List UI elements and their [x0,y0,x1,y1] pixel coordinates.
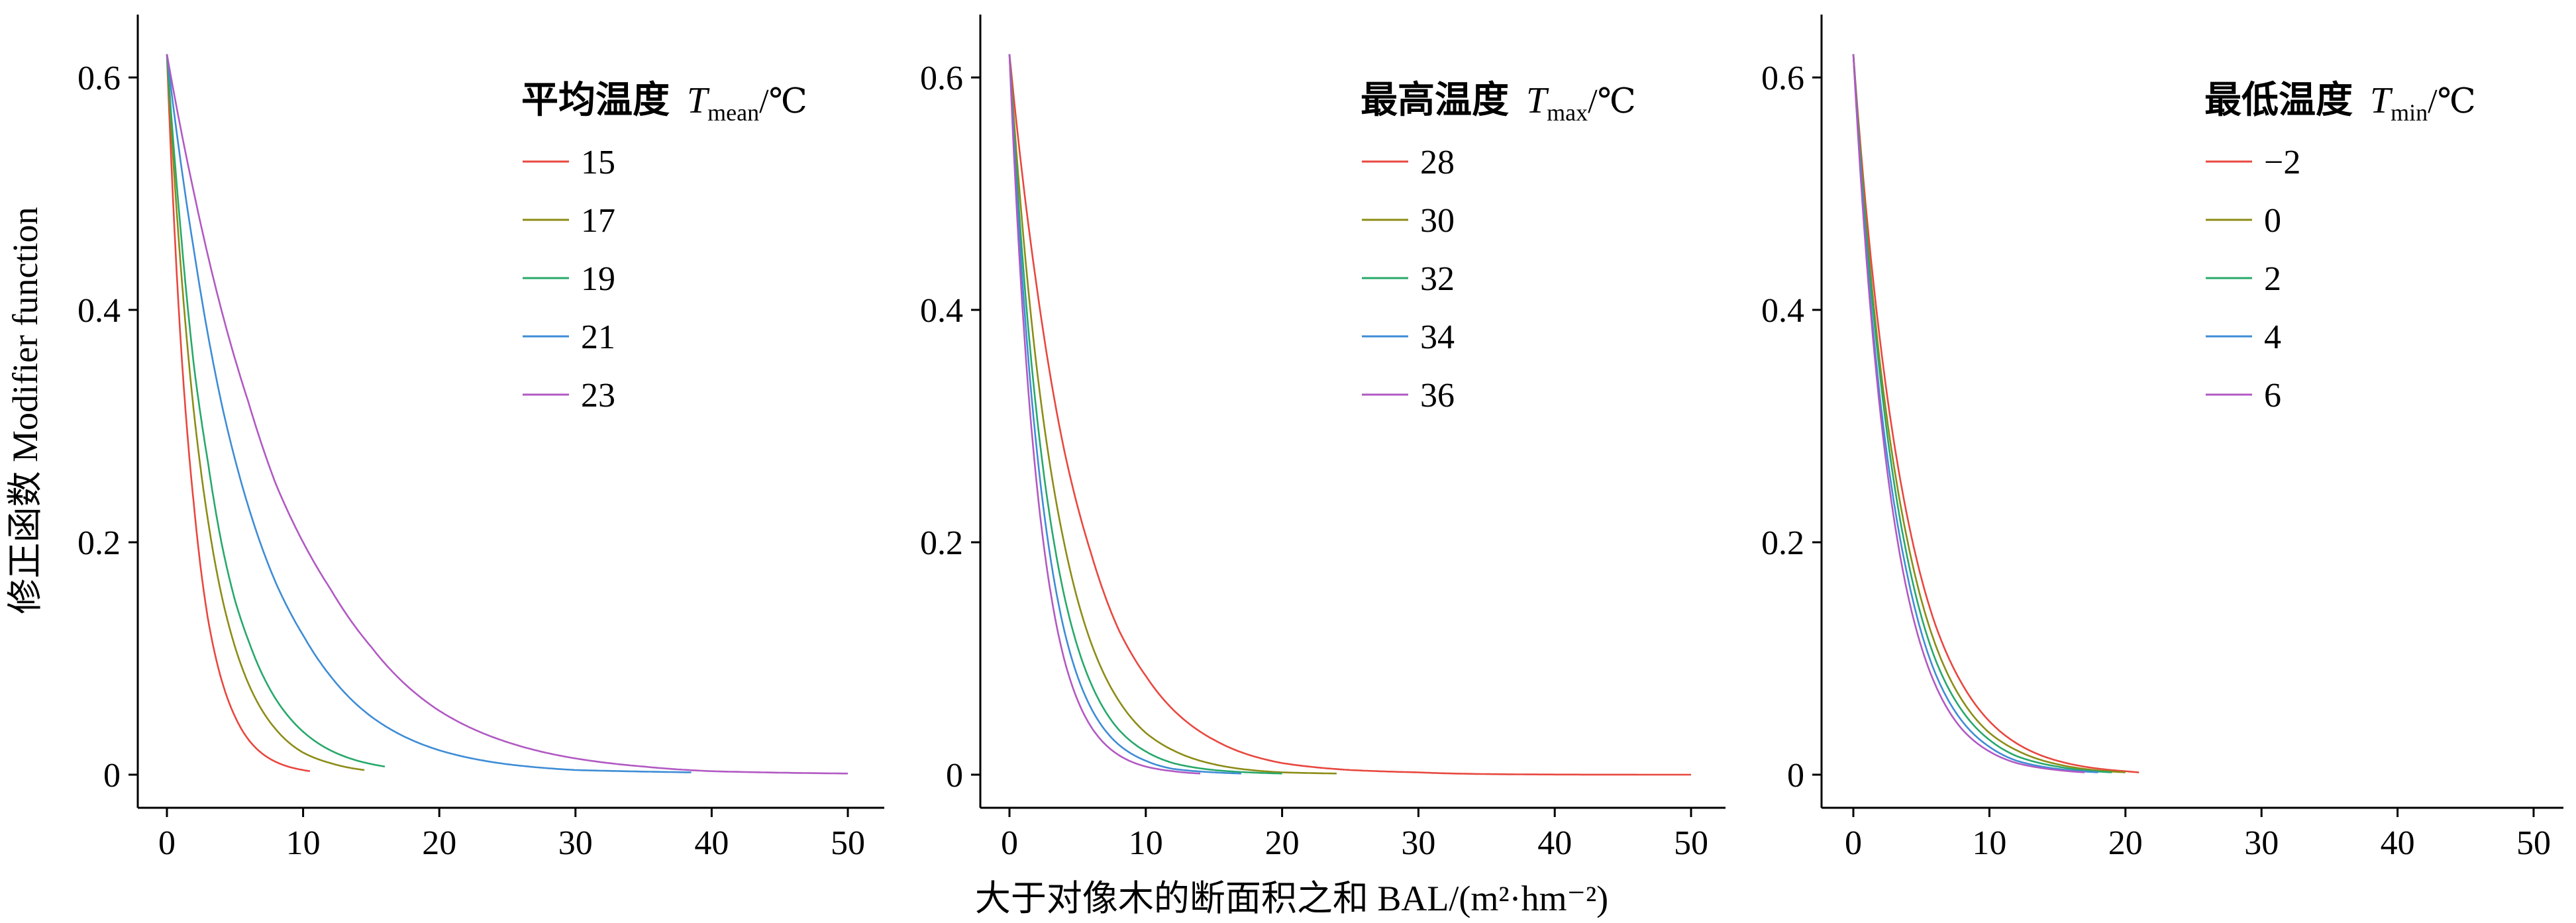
y-tick-label: 0 [946,757,963,795]
legend-label: 17 [581,202,615,240]
series-line-4 [166,54,692,773]
legend-label: 15 [581,144,615,181]
legend-label: 2 [2264,260,2281,298]
x-tick-label: 20 [1265,824,1300,862]
legend-label: 32 [1420,260,1455,298]
legend-label: −2 [2264,144,2300,181]
series-line-3 [166,54,386,767]
x-tick-label: 50 [1674,824,1708,862]
x-tick-label: 50 [2516,824,2551,862]
x-tick-label: 30 [1401,824,1435,862]
x-tick-label: 50 [831,824,865,862]
x-tick-label: 20 [422,824,456,862]
legend-title-symbol: T [2370,80,2393,121]
x-tick-label: 10 [286,824,321,862]
legend-label: 30 [1420,202,1455,240]
legend-title-symbol: T [687,80,710,121]
y-axis-title: 修正函数 Modifier function [5,207,45,614]
series-line-5 [166,54,848,775]
y-tick-label: 0.6 [1761,60,1804,97]
series-line-2 [1008,54,1337,775]
series-line-3 [1008,54,1282,775]
y-tick-label: 0 [1787,757,1804,795]
y-tick-label: 0.4 [77,292,121,330]
series-line-4 [1852,54,2098,773]
y-tick-label: 0.2 [920,524,963,562]
legend-title-cn: 平均温度 [521,80,670,121]
legend-title-subscript: min [2391,99,2428,126]
y-tick-label: 0.2 [1761,524,1804,562]
series-line-1 [1852,54,2139,773]
legend-title-unit: /℃ [759,83,807,121]
x-tick-label: 0 [1001,824,1018,862]
legend-title-subscript: max [1547,99,1588,126]
x-tick-label: 40 [694,824,729,862]
legend-label: 6 [2264,377,2281,414]
legend-title-subscript: mean [707,99,759,126]
legend-title-unit: /℃ [1588,83,1636,121]
y-tick-label: 0 [103,757,121,795]
x-tick-label: 20 [2108,824,2143,862]
legend-label: 34 [1420,318,1455,356]
y-tick-label: 0.6 [920,60,963,97]
legend-label: 4 [2264,318,2281,356]
legend-title: 最高温度 Tmax/℃ [1361,80,1636,126]
series-line-3 [1852,54,2112,773]
y-tick-label: 0.2 [77,524,121,562]
legend-title-cn: 最低温度 [2204,80,2353,121]
series-line-5 [1008,54,1201,775]
legend-label: 23 [581,377,615,414]
x-tick-label: 30 [558,824,593,862]
series-line-4 [1008,54,1241,775]
legend-title: 最低温度 Tmin/℃ [2204,80,2476,126]
y-tick-label: 0.4 [920,292,963,330]
legend-label: 21 [581,318,615,356]
y-tick-label: 0.4 [1761,292,1804,330]
legend-label: 36 [1420,377,1455,414]
x-axis-title: 大于对像木的断面积之和 BAL/(m²·hm⁻²) [975,879,1608,918]
panel-1: 0 0.2 0.4 0.6 0 10 20 30 40 50 平均温度 Tmean/℃ 15 17 19 21… [77,15,884,862]
x-tick-label: 40 [1537,824,1572,862]
series-line-1 [1008,54,1691,776]
x-tick-label: 0 [158,824,176,862]
x-tick-label: 30 [2244,824,2279,862]
panel-3: 0 0.2 0.4 0.6 0 10 20 30 40 50 最低温度 Tmin/℃ −2 0 2 4 6 [1761,15,2563,862]
legend-title-unit: /℃ [2428,83,2476,121]
panel-2: 0 0.2 0.4 0.6 0 10 20 30 40 50 最高温度 Tmax/℃ 28 30 32 34 3… [920,15,1726,862]
x-tick-label: 10 [1972,824,2006,862]
legend-title-symbol: T [1526,80,1549,121]
x-tick-label: 40 [2381,824,2415,862]
legend-title-cn: 最高温度 [1361,80,1509,121]
x-tick-label: 0 [1845,824,1862,862]
legend-label: 19 [581,260,615,298]
legend-title: 平均温度 Tmean/℃ [521,80,807,126]
series-line-2 [166,54,365,771]
y-tick-label: 0.6 [77,60,121,97]
legend-label: 0 [2264,202,2281,240]
series-line-2 [1852,54,2126,773]
x-tick-label: 10 [1129,824,1163,862]
legend-label: 28 [1420,144,1455,181]
series-line-5 [1852,54,2085,773]
series-line-1 [166,54,311,772]
